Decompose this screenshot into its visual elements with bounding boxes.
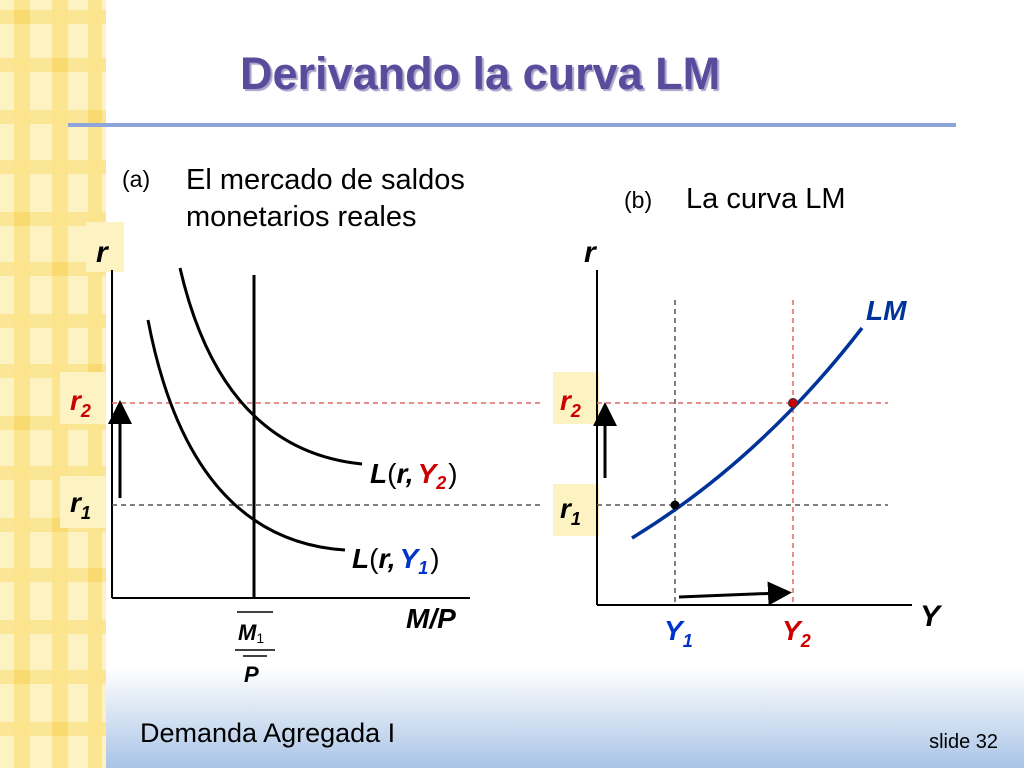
panel-a-y-label: r [96, 236, 110, 269]
footer-band [106, 668, 1024, 768]
panel-a: r M/P r2 r1 L(r, Y2) L(r, Y1) M1 P [60, 222, 540, 687]
footer-title: Demanda Agregada I [140, 718, 396, 748]
panel-a-heading-line1: El mercado de saldos [186, 164, 465, 196]
panel-b-r1-label: r1 [560, 493, 581, 529]
panel-b-marker: (b) [624, 187, 653, 213]
panel-b-y2-label: Y2 [782, 615, 811, 651]
panel-a-marker: (a) [122, 166, 151, 192]
supply-numerator: M1 [238, 620, 264, 646]
point-y2-r2 [788, 398, 798, 408]
panel-b-r2-label: r2 [560, 385, 581, 421]
panel-b: r Y LM r2 r1 Y1 Y2 [553, 236, 943, 651]
supply-denominator: P [244, 662, 259, 687]
panel-a-r1-label: r1 [70, 487, 91, 523]
panel-a-heading-line2: monetarios reales [186, 201, 417, 233]
panel-b-right-arrow [678, 581, 792, 606]
demand-curve-y1 [146, 319, 346, 552]
panel-b-r2-bg [553, 372, 599, 424]
lm-curve [631, 326, 864, 540]
panel-b-y1-label: Y1 [664, 615, 693, 651]
panel-a-heading: El mercado de saldos monetarios reales [186, 162, 465, 236]
title-rule [68, 123, 956, 127]
panel-a-r1-bg [60, 476, 106, 528]
panel-a-x-label: M/P [406, 603, 456, 634]
panel-b-y-label: r [584, 236, 598, 269]
panel-b-r1-bg [553, 484, 599, 536]
demand-curve-y2 [178, 267, 363, 466]
panel-a-r2-bg [60, 372, 106, 424]
point-y1-r1 [670, 500, 680, 510]
panel-b-heading: La curva LM [686, 183, 846, 215]
lm-curve-label: LM [866, 295, 907, 326]
panel-a-r2-label: r2 [70, 385, 91, 421]
slide-title: Derivando la curva LM [240, 48, 721, 99]
demand-label-y2: L(r, Y2) [370, 458, 458, 493]
panel-a-r-label-bg [86, 222, 124, 272]
demand-label-y1: L(r, Y1) [352, 543, 440, 578]
panel-b-x-label: Y [920, 600, 943, 633]
slide-number: slide 32 [929, 731, 998, 753]
